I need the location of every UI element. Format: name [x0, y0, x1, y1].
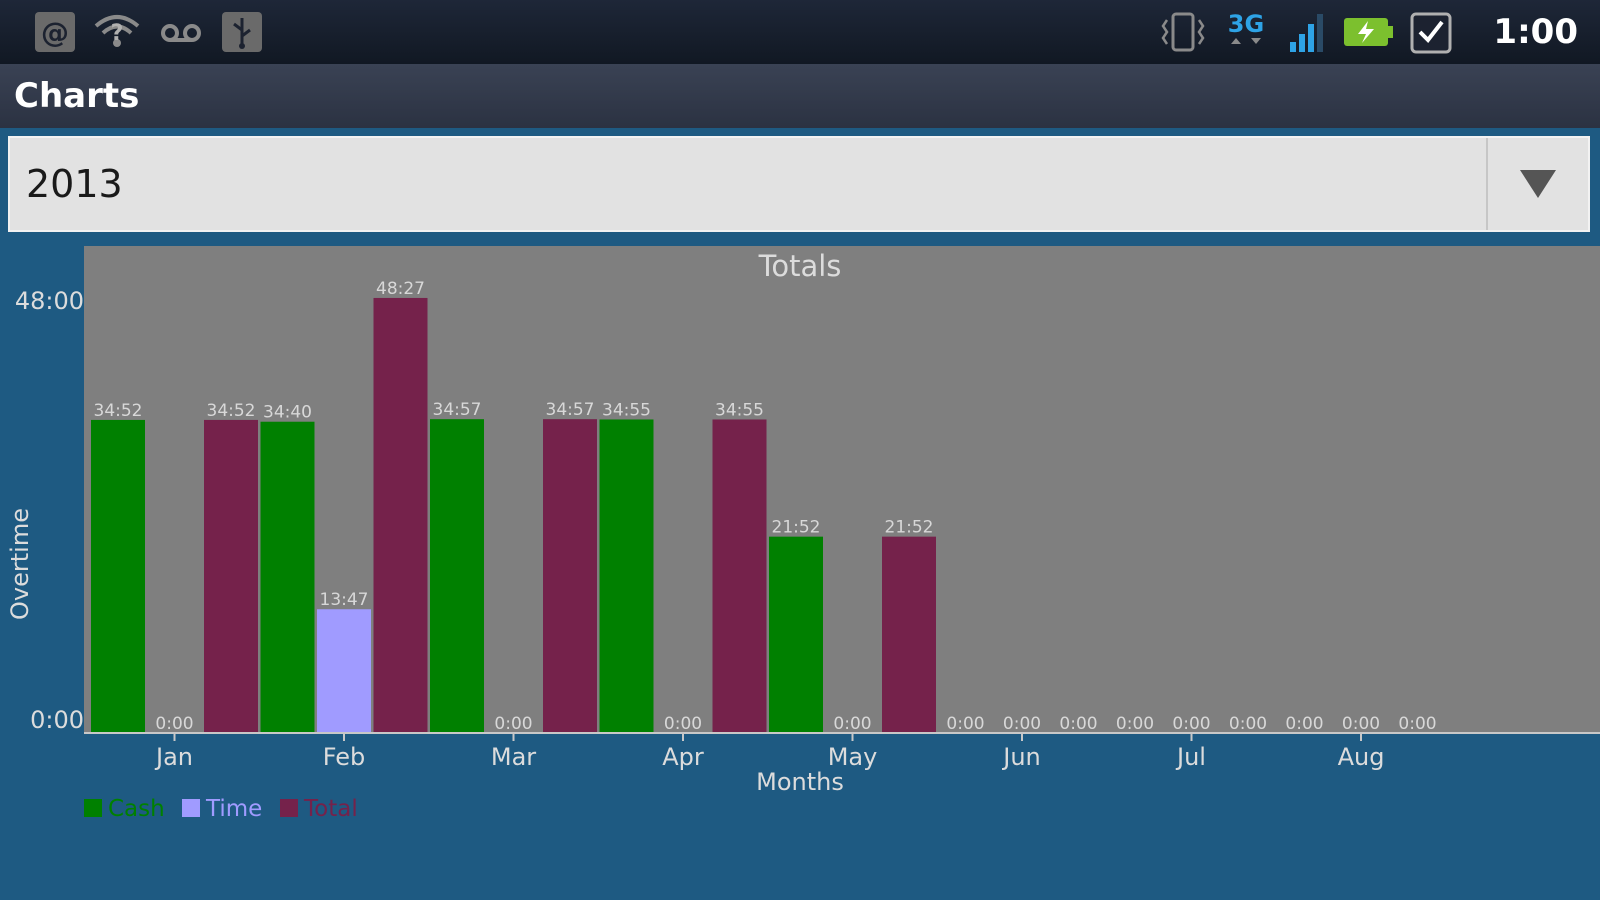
svg-text:@: @	[41, 16, 69, 49]
network-3g-icon: 3G	[1228, 10, 1264, 44]
bar-feb-time	[317, 609, 371, 733]
voicemail-icon	[161, 24, 201, 42]
bar-value-label: 34:40	[263, 403, 312, 423]
bar-value-label: 34:57	[433, 400, 482, 420]
bar-jan-cash	[91, 419, 145, 733]
bar-value-label: 0:00	[1059, 714, 1097, 734]
legend-swatch-total	[280, 799, 298, 817]
clock: 1:00	[1493, 12, 1578, 52]
email-icon: @	[35, 12, 75, 52]
bar-value-label: 0:00	[1342, 714, 1380, 734]
bar-value-label: 0:00	[946, 714, 984, 734]
y-tick-top: 48:00	[15, 287, 84, 315]
bar-value-label: 34:52	[207, 401, 256, 421]
bar-value-label: 0:00	[1285, 714, 1323, 734]
bar-value-label: 0:00	[833, 714, 871, 734]
vibrate-icon	[1161, 12, 1205, 52]
status-bar: @ ? 3G 1:00	[0, 0, 1600, 64]
bar-group	[91, 297, 936, 733]
bar-value-label: 0:00	[1172, 714, 1210, 734]
x-tick-label-jun: Jun	[1001, 743, 1041, 771]
bar-jan-total	[204, 419, 258, 733]
legend-swatch-cash	[84, 799, 102, 817]
x-tick-label-aug: Aug	[1338, 743, 1385, 771]
bar-may-cash	[769, 536, 823, 733]
dropdown-arrow-icon[interactable]	[1486, 138, 1588, 230]
y-axis-label: Overtime	[6, 508, 34, 620]
legend-label-cash: Cash	[108, 796, 165, 822]
totals-chart: 34:52 0:00 34:52 34:40 13:47 48:27 34:57 0:00 34…	[6, 246, 1600, 822]
svg-text:3G: 3G	[1228, 10, 1264, 38]
legend: Cash Time Total	[84, 796, 358, 822]
svg-text:?: ?	[111, 21, 124, 46]
bar-mar-total	[543, 419, 597, 733]
bar-value-label: 13:47	[320, 590, 369, 610]
bar-value-label: 0:00	[1003, 714, 1041, 734]
x-tick-label-jan: Jan	[154, 743, 193, 771]
bar-value-label: 34:55	[602, 400, 651, 420]
bar-value-label: 21:52	[772, 518, 821, 538]
bar-value-label: 0:00	[1398, 714, 1436, 734]
title-bar: Charts	[0, 64, 1600, 128]
x-axis-label: Months	[756, 768, 844, 796]
bar-label-group: 34:52 0:00 34:52 34:40 13:47 48:27 34:57 0:00 34…	[94, 279, 1437, 734]
y-tick-bottom: 0:00	[30, 706, 84, 734]
page-title: Charts	[14, 76, 140, 116]
year-selector-value: 2013	[26, 162, 123, 206]
bar-value-label: 0:00	[494, 714, 532, 734]
legend-label-total: Total	[303, 796, 358, 822]
legend-swatch-time	[182, 799, 200, 817]
bar-value-label: 34:55	[715, 400, 764, 420]
bar-value-label: 48:27	[376, 279, 425, 299]
signal-icon	[1290, 14, 1323, 52]
bar-value-label: 34:52	[94, 401, 143, 421]
bar-feb-cash	[260, 421, 315, 733]
bar-mar-cash	[430, 419, 484, 733]
bar-apr-cash	[599, 419, 654, 733]
x-tick-label-apr: Apr	[662, 743, 704, 771]
bar-feb-total	[373, 297, 428, 733]
x-tick-label-feb: Feb	[323, 743, 366, 771]
bar-value-label: 21:52	[885, 518, 934, 538]
bar-apr-total	[712, 419, 767, 733]
bar-value-label: 34:57	[546, 400, 595, 420]
chart-title: Totals	[758, 249, 842, 283]
bar-value-label: 0:00	[1229, 714, 1267, 734]
x-tick-label-mar: Mar	[491, 743, 536, 771]
x-tick-label-may: May	[828, 743, 878, 771]
wifi-icon: ?	[94, 15, 140, 47]
bar-value-label: 0:00	[1116, 714, 1154, 734]
year-selector[interactable]: 2013	[8, 136, 1590, 232]
usb-icon	[222, 12, 262, 52]
x-tick-group: Jan Feb Mar Apr May Jun Jul Aug	[154, 733, 1384, 771]
bar-value-label: 0:00	[664, 714, 702, 734]
x-tick-label-jul: Jul	[1175, 743, 1206, 771]
battery-charging-icon	[1344, 18, 1393, 46]
bar-value-label: 0:00	[155, 714, 193, 734]
legend-label-time: Time	[205, 796, 262, 822]
task-check-icon	[1410, 12, 1452, 54]
bar-may-total	[882, 536, 936, 733]
